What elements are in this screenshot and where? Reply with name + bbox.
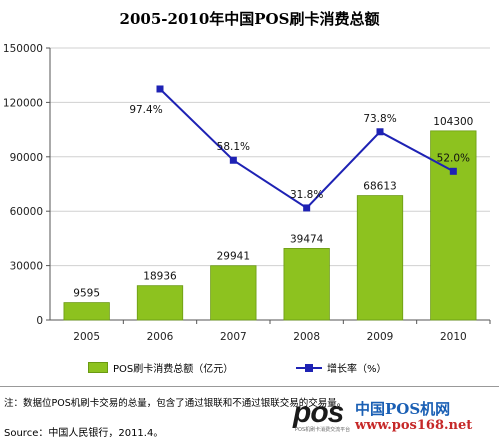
bar-value-label: 39474	[290, 233, 324, 245]
growth-rate-marker	[303, 204, 311, 212]
x-tick-label: 2009	[367, 331, 394, 343]
growth-rate-marker	[376, 128, 384, 136]
y-tick-label: 0	[36, 315, 43, 327]
bar-value-label: 18936	[143, 271, 177, 283]
growth-rate-marker	[156, 85, 164, 93]
growth-rate-label: 31.8%	[290, 189, 323, 201]
y-tick-label: 120000	[3, 97, 43, 109]
growth-rate-marker	[449, 167, 457, 175]
bar	[63, 302, 110, 321]
bar	[210, 265, 257, 321]
bar-value-label: 9595	[73, 288, 100, 300]
legend-swatch-line	[296, 363, 322, 373]
x-tick-label: 2007	[220, 331, 247, 343]
site-watermark: pos POS机刷卡消费交流平台 中国POS机网 www.pos168.net	[293, 396, 493, 436]
watermark-tagline: POS机刷卡消费交流平台	[295, 427, 351, 433]
legend-label-line: 增长率（%）	[327, 364, 387, 375]
x-tick-label: 2008	[293, 331, 320, 343]
chart-area: 0 30000 60000 90000 120000 150000 9595 18936 29…	[3, 43, 491, 343]
source-line: Source：中国人民银行，2011.4。	[4, 428, 164, 439]
growth-rate-label: 58.1%	[217, 141, 250, 153]
footer-divider	[0, 386, 499, 387]
y-tick-label: 30000	[10, 261, 43, 273]
x-tick-label: 2006	[147, 331, 174, 343]
growth-rate-label: 97.4%	[129, 104, 162, 116]
bar	[356, 195, 404, 321]
growth-rate-marker	[229, 156, 237, 164]
chart-title: 2005-2010年中国POS刷卡消费总额	[119, 10, 380, 28]
bar-value-label: 68613	[363, 181, 396, 193]
y-tick-label: 60000	[10, 206, 43, 218]
x-tick-label: 2010	[440, 331, 467, 343]
x-tick-label: 2005	[73, 331, 100, 343]
watermark-url: www.pos168.net	[355, 418, 473, 433]
legend-label-bar: POS刷卡消费总额（亿元）	[113, 364, 234, 375]
legend-item-bar: POS刷卡消费总额（亿元）	[88, 360, 233, 375]
bar	[136, 285, 184, 321]
bar	[283, 248, 330, 321]
watermark-site-name: 中国POS机网	[355, 400, 451, 418]
y-tick-label: 90000	[10, 152, 43, 164]
growth-rate-label: 52.0%	[437, 152, 470, 164]
footnote: 注：数据位POS机刷卡交易的总量，包含了通过银联和不通过银联交易的交易量。	[4, 398, 347, 409]
bar-value-label: 29941	[217, 251, 250, 263]
growth-rate-label: 73.8%	[363, 113, 396, 125]
y-tick-label: 150000	[3, 43, 43, 55]
watermark-logo: pos	[293, 396, 344, 429]
legend-swatch-bar	[88, 362, 108, 373]
bar-value-label: 104300	[433, 116, 473, 128]
legend-item-line: 增长率（%）	[296, 360, 387, 375]
